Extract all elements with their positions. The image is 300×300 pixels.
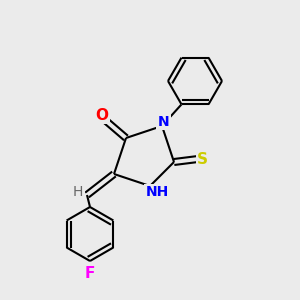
Text: S: S — [197, 152, 208, 166]
Text: O: O — [95, 108, 109, 123]
Text: F: F — [85, 266, 95, 280]
Text: H: H — [73, 185, 83, 199]
Text: NH: NH — [146, 185, 169, 199]
Text: N: N — [158, 115, 169, 128]
